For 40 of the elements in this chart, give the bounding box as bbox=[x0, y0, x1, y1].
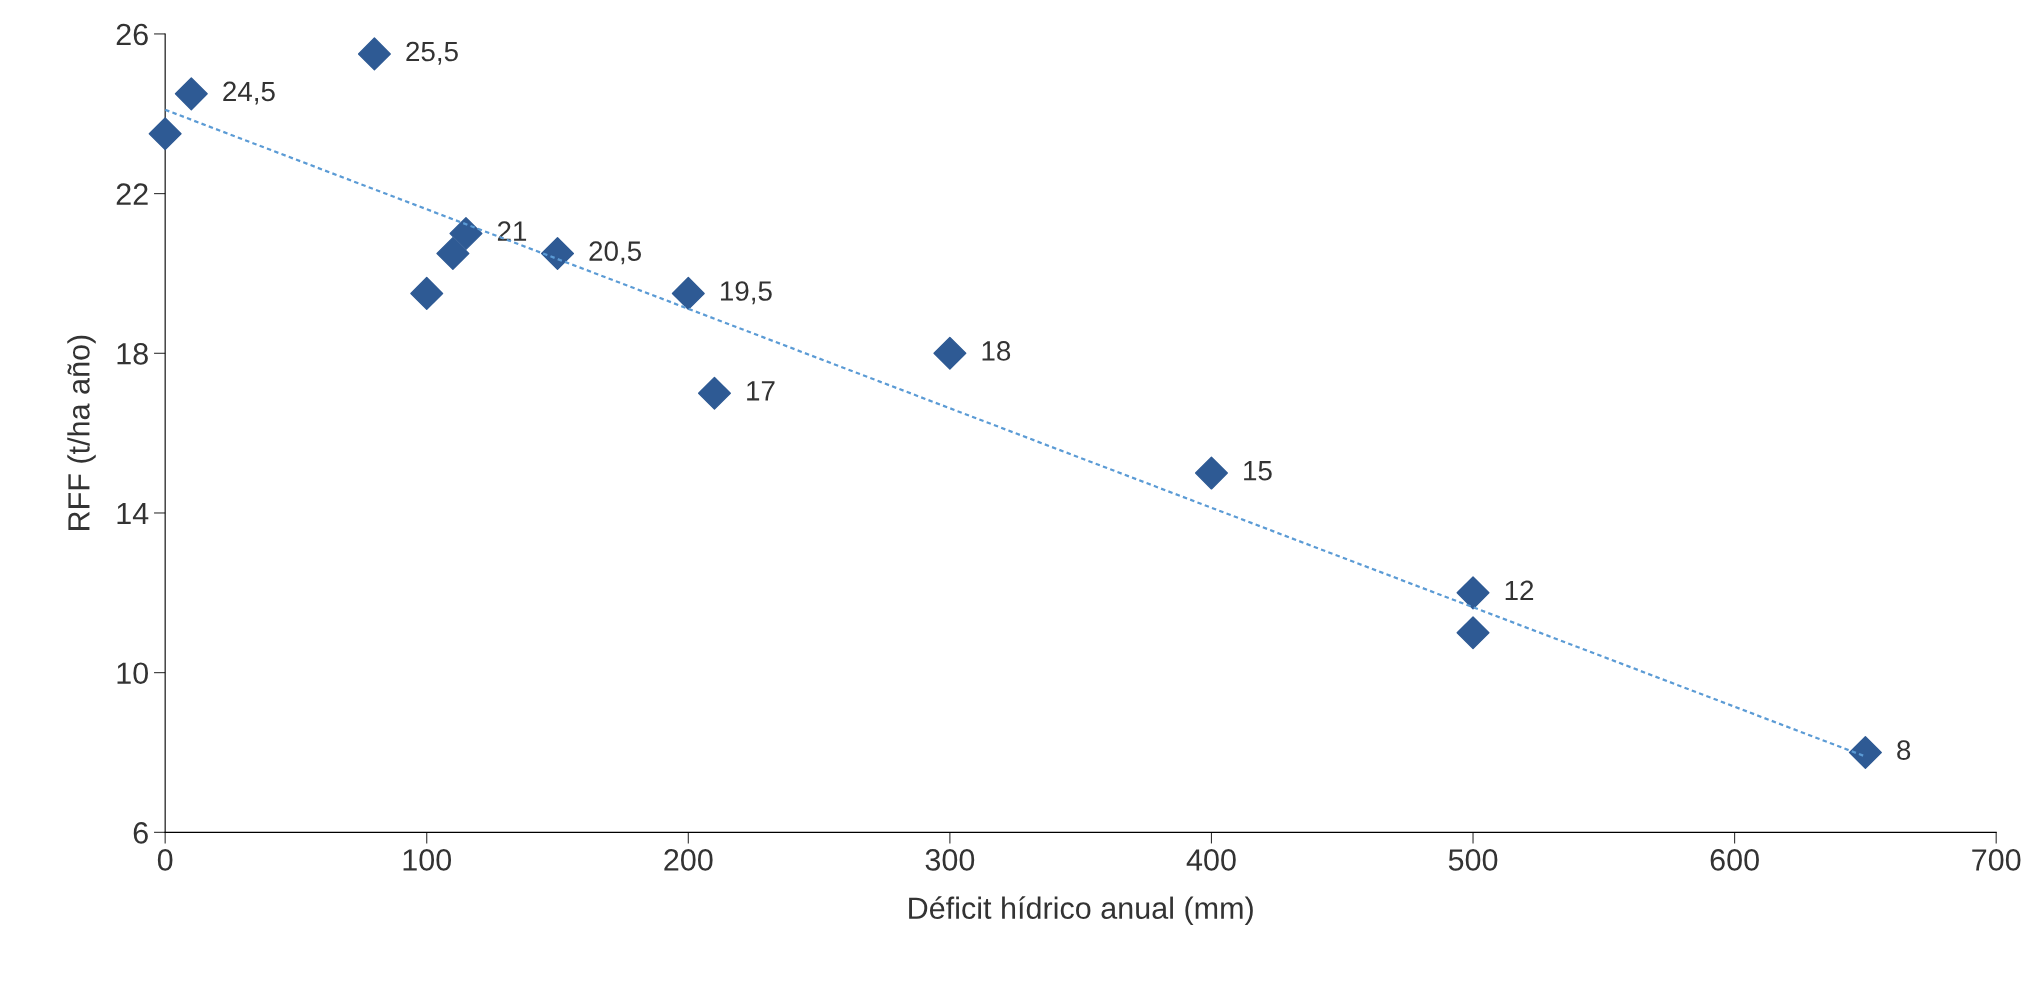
point bbox=[697, 376, 731, 410]
x-tick-label: 600 bbox=[1710, 849, 1759, 871]
point bbox=[1194, 456, 1228, 490]
point bbox=[449, 217, 483, 251]
data-label: 20,5 bbox=[589, 241, 641, 265]
x-tick-label: 200 bbox=[664, 849, 713, 871]
point bbox=[671, 276, 705, 310]
data-label: 8 bbox=[1897, 740, 1911, 760]
point bbox=[1848, 735, 1882, 770]
x-tick-label: 0 bbox=[157, 849, 173, 871]
data-label: 24,5 bbox=[223, 81, 275, 105]
data-label: 18 bbox=[982, 341, 1011, 361]
x-tick-label: 400 bbox=[1186, 849, 1236, 871]
x-tick-label: 500 bbox=[1448, 849, 1498, 871]
point bbox=[1456, 616, 1490, 650]
data-label: 17 bbox=[747, 381, 775, 401]
x-tick-label: 300 bbox=[925, 849, 975, 871]
y-tick-label: 22 bbox=[116, 183, 148, 205]
y-tick-label: 6 bbox=[133, 822, 148, 844]
data-label: 12 bbox=[1505, 580, 1534, 600]
data-label: 15 bbox=[1244, 461, 1272, 481]
y-tick-label: 14 bbox=[117, 503, 149, 525]
data-label: 25,5 bbox=[406, 41, 458, 65]
point bbox=[357, 37, 391, 71]
x-tick-label: 700 bbox=[1972, 849, 2021, 871]
y-tick-label: 10 bbox=[117, 662, 148, 685]
point bbox=[933, 336, 967, 370]
y-axis-title: RFF (t/ha año) bbox=[67, 335, 96, 530]
point bbox=[174, 77, 208, 111]
point bbox=[540, 236, 575, 271]
data-label: 21 bbox=[497, 221, 527, 241]
point bbox=[410, 276, 444, 310]
point bbox=[436, 236, 470, 271]
point bbox=[1456, 576, 1490, 610]
x-axis-title: Déficit hídrico anual (mm) bbox=[909, 896, 1253, 926]
data-label: 19,5 bbox=[720, 281, 772, 305]
x-tick-label: 100 bbox=[403, 849, 452, 871]
y-tick-label: 26 bbox=[116, 23, 148, 46]
point bbox=[148, 117, 182, 151]
y-tick-label: 18 bbox=[117, 343, 148, 365]
